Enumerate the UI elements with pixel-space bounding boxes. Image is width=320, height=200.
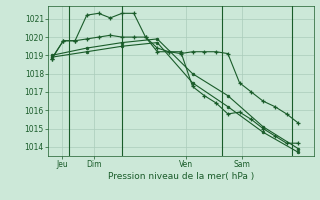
X-axis label: Pression niveau de la mer( hPa ): Pression niveau de la mer( hPa ) — [108, 172, 254, 181]
